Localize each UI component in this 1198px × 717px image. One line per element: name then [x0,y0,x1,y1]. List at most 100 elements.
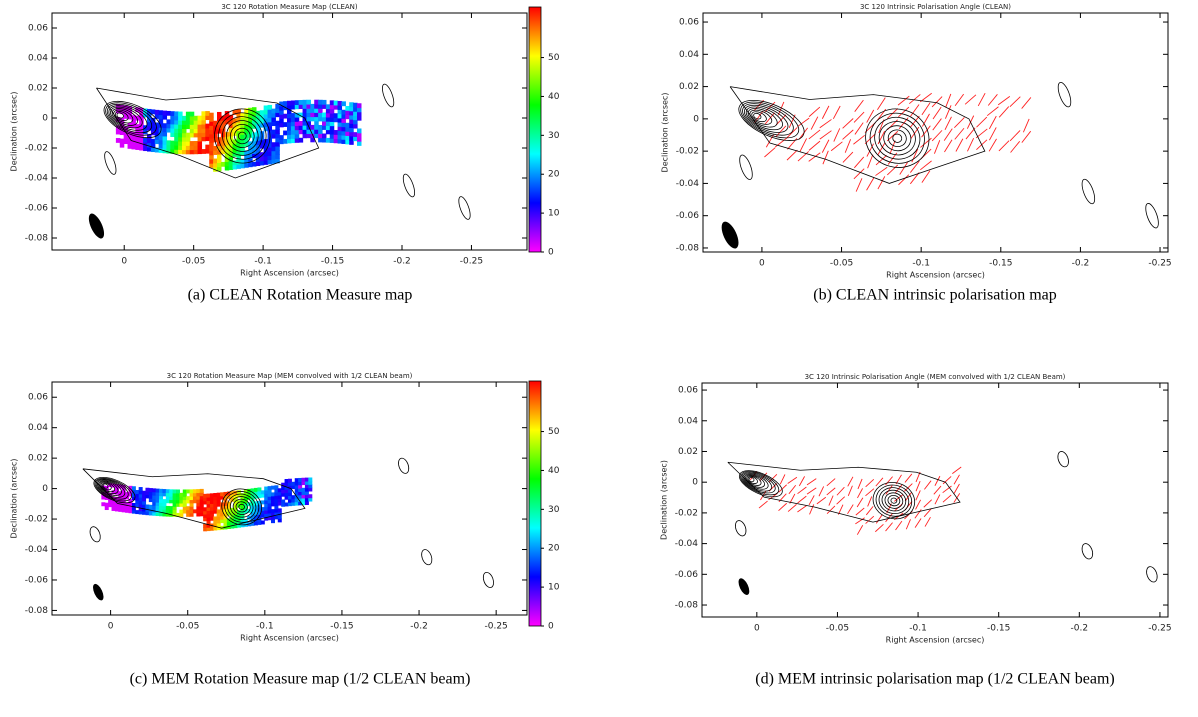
rm-cell [169,492,174,497]
y-tick-label: 0 [692,478,698,488]
rm-cell [250,498,255,503]
x-tick-label: 0 [121,257,127,267]
polarisation-vector [944,116,952,130]
rm-cell [206,503,211,508]
rm-cell [209,129,214,135]
polarisation-vector [875,477,884,487]
rm-cell [236,109,241,115]
rm-cell [142,504,147,509]
x-tick-label: -0.05 [182,257,205,267]
rm-cell [329,133,335,139]
rm-cell [267,113,273,119]
rm-cell [139,137,144,143]
polarisation-vector [921,102,931,116]
rm-cell [205,148,210,154]
y-tick-label: -0.04 [25,174,49,184]
rm-cell [203,507,208,512]
x-tick-label: -0.25 [485,622,508,632]
rm-cell [257,487,262,492]
rm-cell [152,498,157,503]
rm-cell [236,147,241,153]
rm-cell [179,496,184,501]
rm-cell [240,138,245,144]
rm-cell [325,137,331,143]
polarisation-vector [830,141,843,152]
rm-cell [274,491,279,496]
rm-cell [306,133,311,139]
rm-cell [189,496,194,501]
contour [739,154,753,180]
rm-cell [294,129,300,135]
rm-cell [201,132,206,138]
contour [238,503,245,510]
rm-cell [260,510,265,515]
rm-cell [189,512,194,517]
rm-cell [325,116,331,122]
colorbar-tick-label: 20 [548,170,560,180]
rm-cell [345,110,350,115]
rm-cell [205,127,210,133]
rm-cell [174,111,179,117]
rm-cell [150,147,156,153]
y-axis-label: Declination (arcsec) [10,92,19,172]
rm-cell [128,502,133,507]
polarisation-vector [921,125,931,138]
rm-cell [217,116,222,121]
rm-cell [192,495,197,500]
rm-cell [310,124,315,130]
rm-cell [131,489,136,494]
rm-cell [337,121,343,127]
rm-cell [121,508,126,513]
rm-cell [257,490,262,495]
rm-cell [255,152,261,158]
polarisation-vector [998,140,1010,152]
rm-cell [172,496,177,501]
rm-cell [135,140,140,146]
rm-cell [240,519,245,524]
rm-cell [197,132,203,138]
rm-cell [172,509,177,514]
rm-cell [155,505,160,510]
rm-cell [302,120,308,126]
x-tick-label: -0.15 [989,259,1012,269]
polarisation-vector [847,476,854,487]
contour [101,482,112,491]
rm-cell [250,491,255,496]
polarisation-vector [931,130,943,142]
rm-cell [357,115,362,121]
x-tick-label: -0.2 [393,257,411,267]
rm-cell [201,115,206,121]
rm-cell [260,513,265,518]
contour [874,116,921,160]
rm-cell [259,139,265,145]
polarisation-vector [877,176,886,190]
polarisation-vector [857,478,863,490]
rm-cell [290,125,296,131]
rm-cell [143,146,148,152]
contour [743,104,789,133]
rm-cell [220,140,226,146]
polarisation-vector [954,93,965,107]
rm-cell [182,115,187,121]
polarisation-vector [826,505,836,515]
rm-cell [135,136,140,142]
polarisation-vector [857,488,863,499]
polarisation-vector [866,177,875,191]
rm-cell [170,115,175,121]
rm-cell [287,138,292,144]
rm-cell [294,100,300,106]
x-tick-label: -0.25 [1148,259,1171,269]
rm-cell [255,110,261,116]
rm-cell [248,145,253,151]
rm-cell [216,496,221,500]
rm-cell [199,495,204,500]
contour [1146,566,1158,583]
polarisation-vector [808,129,821,140]
rm-cell [306,116,311,122]
rm-cell [329,108,335,114]
rm-cell [228,152,234,158]
polarisation-vector [836,496,846,505]
rm-cell [158,118,164,124]
rm-cell [174,140,179,146]
contour [746,475,762,486]
